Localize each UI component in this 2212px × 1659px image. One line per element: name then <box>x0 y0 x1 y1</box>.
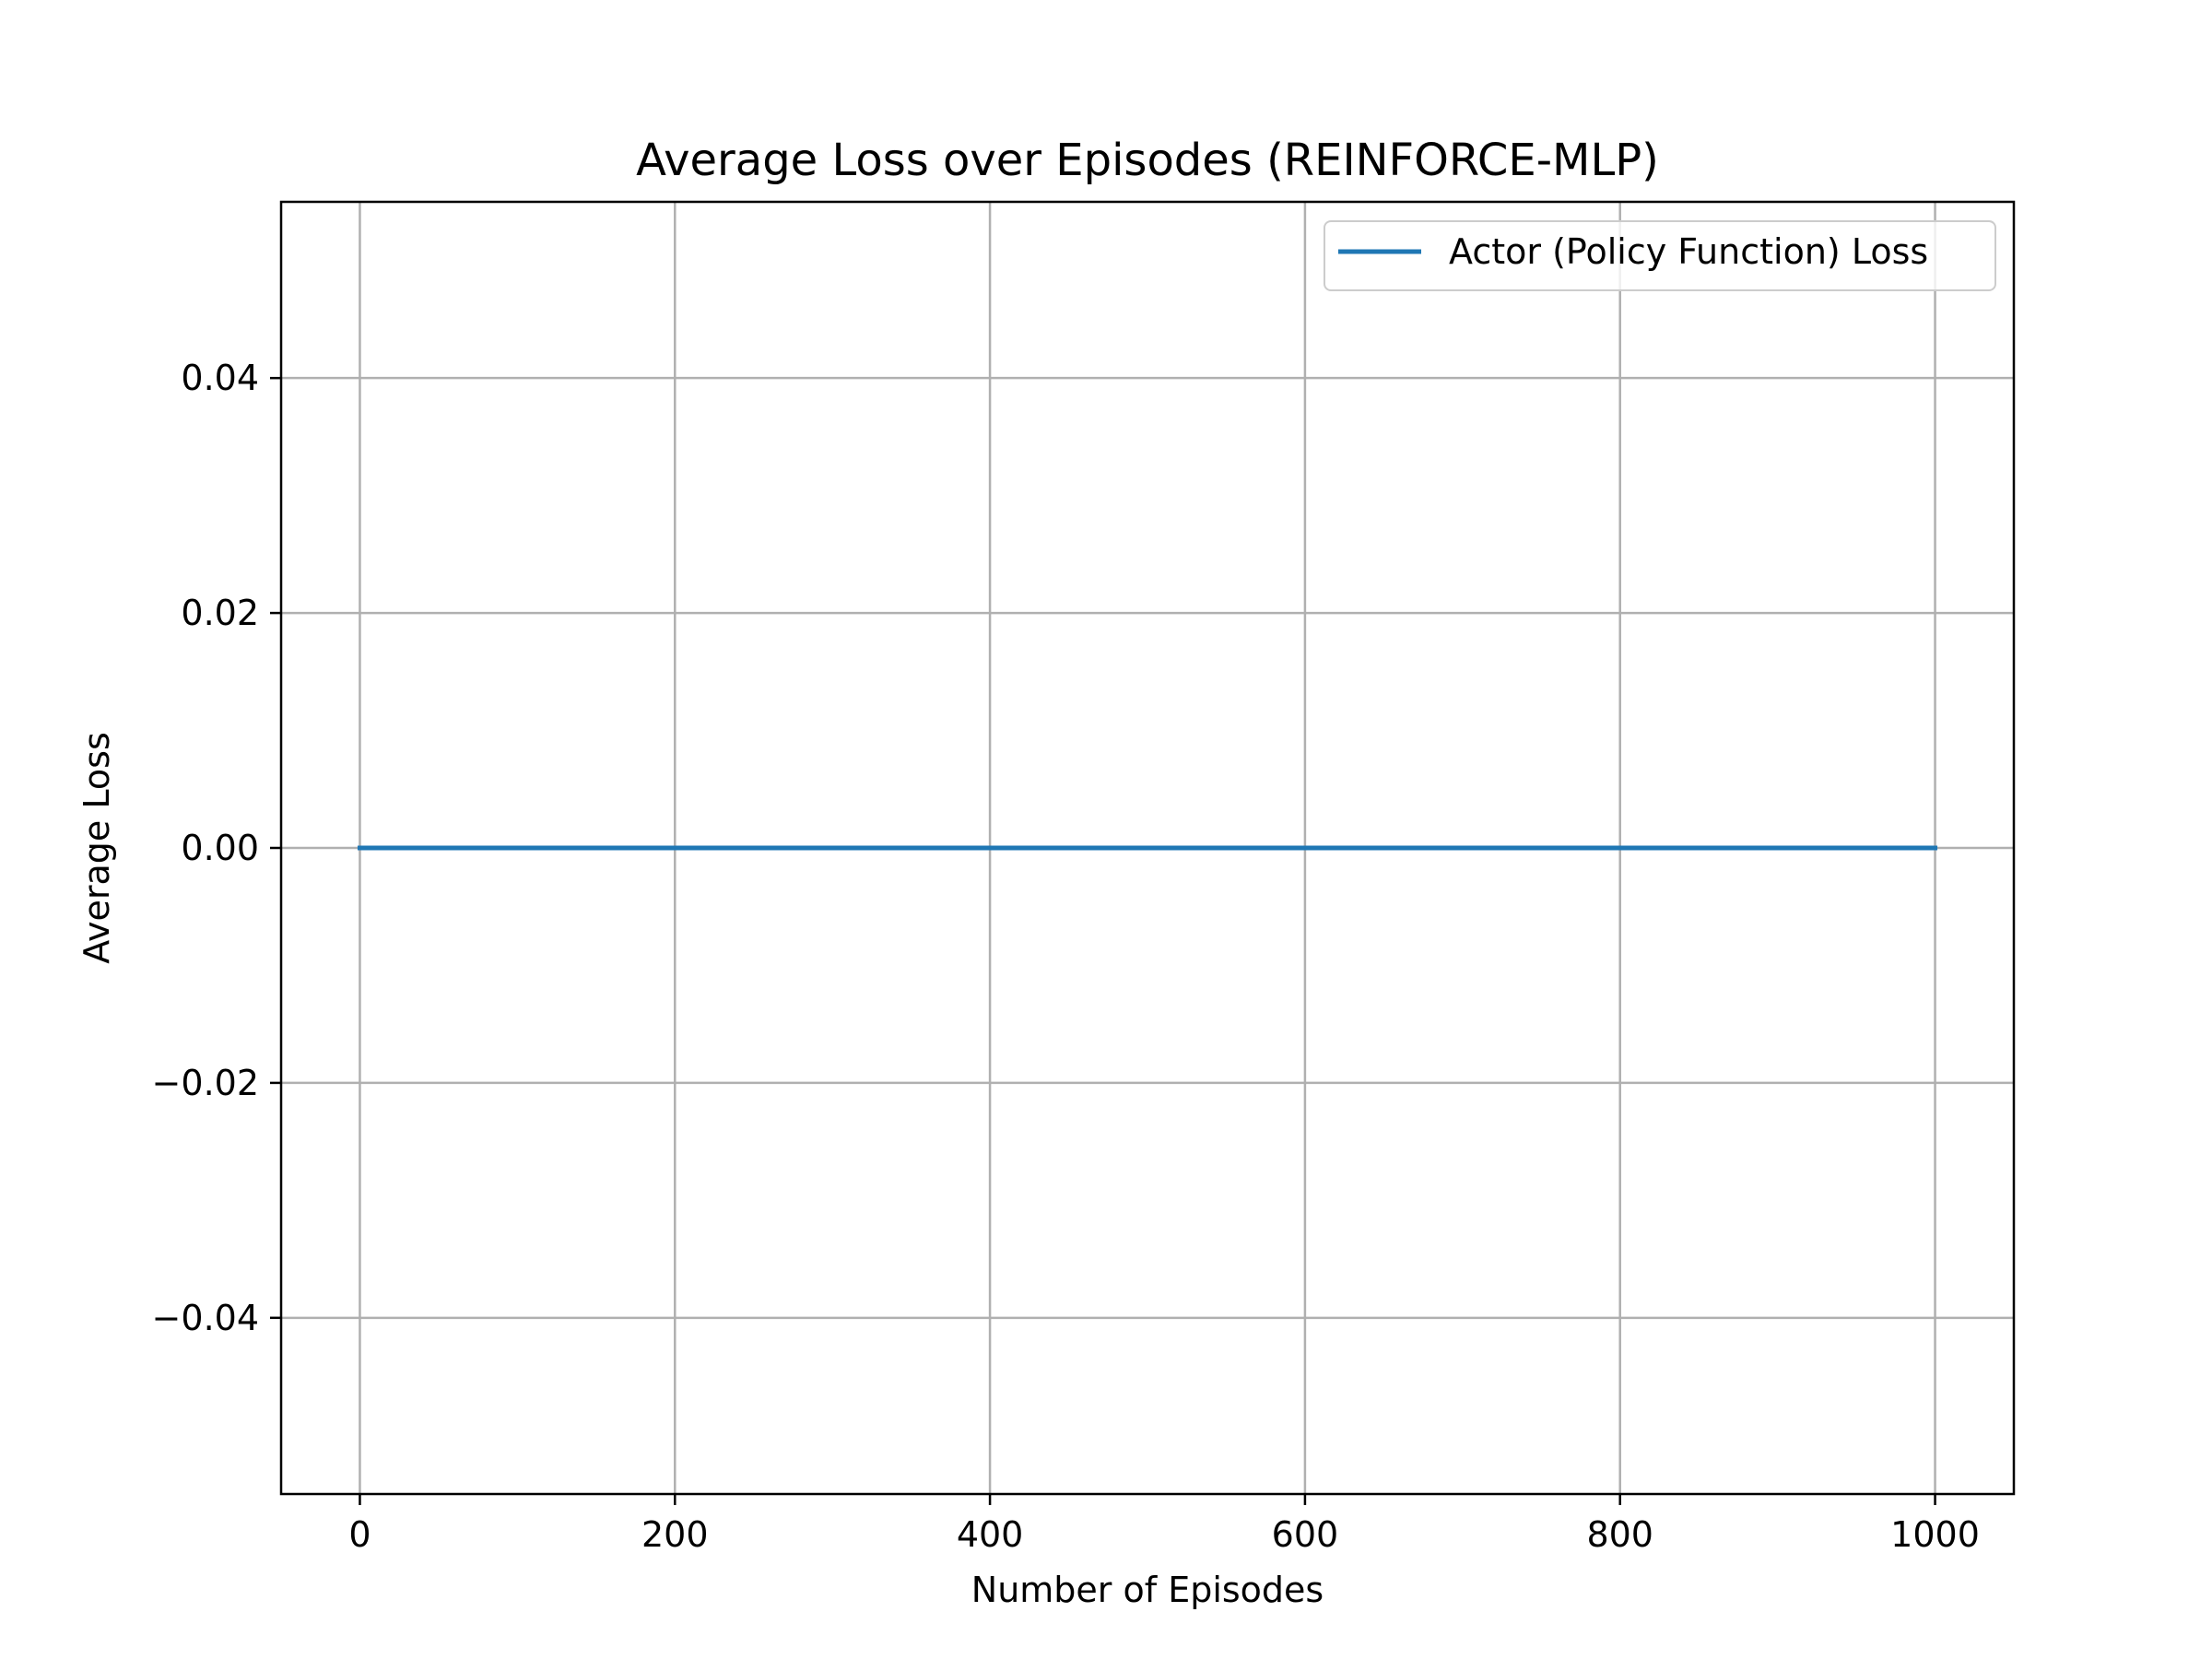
chart-title: Average Loss over Episodes (REINFORCE-ML… <box>636 135 1659 186</box>
legend-label-actor-loss: Actor (Policy Function) Loss <box>1449 231 1928 272</box>
y-tick-label: 0.00 <box>181 828 259 868</box>
y-tick-label: −0.04 <box>152 1298 259 1338</box>
x-tick-label: 0 <box>348 1514 371 1555</box>
y-axis-label: Average Loss <box>76 732 117 963</box>
legend-box <box>1324 220 1996 291</box>
y-tick-label: −0.02 <box>152 1063 259 1103</box>
x-axis-label: Number of Episodes <box>971 1570 1324 1610</box>
y-tick-label: 0.02 <box>181 593 259 633</box>
x-tick-label: 200 <box>641 1514 709 1555</box>
y-tick-label: 0.04 <box>181 358 259 398</box>
ticks: 0 200 400 600 800 1000 −0.04 −0.02 0.00 0.02 0.04 <box>152 358 1980 1555</box>
x-tick-label: 1000 <box>1890 1514 1980 1555</box>
x-tick-label: 600 <box>1272 1514 1339 1555</box>
x-tick-label: 400 <box>957 1514 1024 1555</box>
legend: Actor (Policy Function) Loss <box>1324 220 1996 291</box>
x-tick-label: 800 <box>1586 1514 1653 1555</box>
